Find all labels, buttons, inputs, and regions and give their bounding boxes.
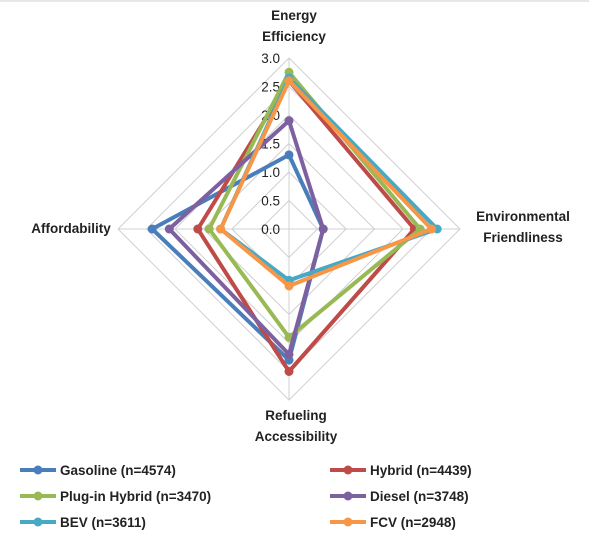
legend-item: FCV (n=2948) [330, 515, 456, 530]
legend-item: BEV (n=3611) [20, 515, 146, 530]
data-point [284, 76, 294, 86]
data-point [193, 224, 203, 234]
tick-label: 2.5 [261, 80, 280, 95]
legend-swatch-marker [33, 491, 43, 501]
legend-label: Gasoline (n=4574) [60, 463, 176, 478]
series-group [147, 67, 442, 376]
data-point [427, 224, 436, 234]
tick-label: 0.0 [261, 222, 280, 237]
series-3 [164, 116, 328, 359]
data-point [284, 367, 294, 376]
data-point [164, 224, 174, 234]
data-point [147, 224, 157, 234]
axis-title: Refueling Accessibility [255, 408, 338, 444]
series-line [218, 78, 434, 288]
data-point [204, 224, 214, 234]
legend-swatch-marker [343, 517, 353, 527]
legend-label: FCV (n=2948) [370, 515, 456, 530]
legend-item: Diesel (n=3748) [330, 489, 469, 504]
legend-label: Plug-in Hybrid (n=3470) [60, 489, 211, 504]
data-point [284, 281, 294, 291]
data-point [284, 349, 294, 359]
legend-swatch-marker [343, 465, 353, 475]
tick-label: 0.5 [261, 194, 280, 209]
data-point [284, 116, 294, 126]
legend-label: Diesel (n=3748) [370, 489, 469, 504]
axis-title: Energy Efficiency [262, 8, 326, 44]
legend-swatch-marker [33, 517, 43, 527]
tick-label: 3.0 [261, 51, 280, 66]
legend-item: Gasoline (n=4574) [20, 463, 176, 478]
legend-item: Plug-in Hybrid (n=3470) [20, 489, 211, 504]
series-5 [216, 76, 436, 291]
legend-label: Hybrid (n=4439) [370, 463, 472, 478]
data-point [318, 224, 328, 234]
series-1 [193, 76, 419, 376]
data-point [216, 224, 226, 234]
axis-title: Affordability [31, 221, 111, 236]
series-line [195, 78, 417, 374]
legend-item: Hybrid (n=4439) [330, 463, 472, 478]
data-point [284, 150, 294, 160]
axis-title: Environmental Friendliness [476, 209, 570, 245]
legend-swatch-marker [343, 491, 353, 501]
axis-titles: Energy Efficiency Environmental Friendlines… [31, 8, 570, 444]
legend-swatch-marker [33, 465, 43, 475]
legend-label: BEV (n=3611) [60, 515, 146, 530]
legend: Gasoline (n=4574) Hybrid (n=4439) Plug-in … [20, 463, 472, 530]
